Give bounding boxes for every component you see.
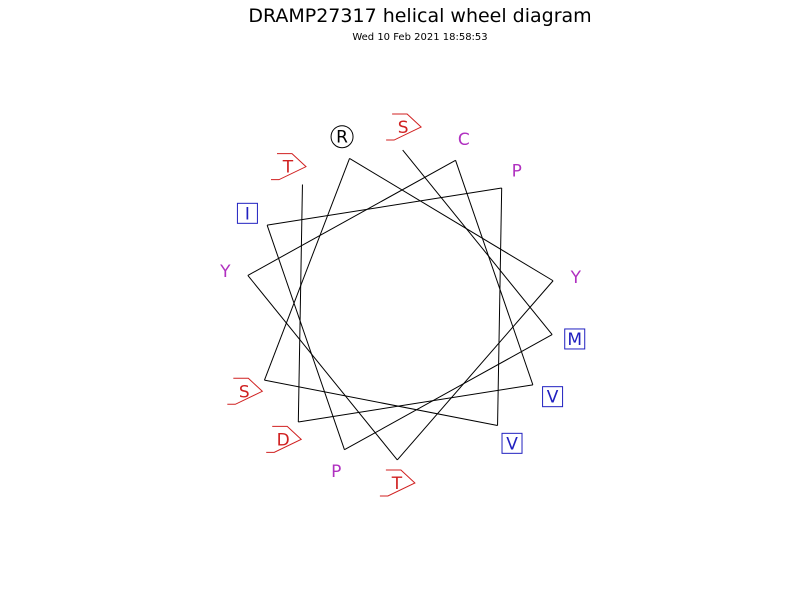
wheel-connector xyxy=(297,184,303,422)
wheel-connector xyxy=(349,158,554,282)
wheel-connector xyxy=(266,225,345,450)
residue-2: M xyxy=(564,328,586,350)
residue-label: V xyxy=(547,388,559,408)
wheel-connector xyxy=(298,384,533,423)
residue-label: V xyxy=(506,434,518,454)
residue-10: T xyxy=(379,469,416,497)
residue-square-marker xyxy=(501,432,523,454)
wheel-connector-lines xyxy=(247,149,554,461)
residue-11: Y xyxy=(219,262,231,282)
residue-label: Y xyxy=(219,262,231,282)
residue-label: D xyxy=(277,430,290,450)
residue-13: V xyxy=(542,386,564,408)
residue-label: P xyxy=(512,162,522,182)
residue-label: T xyxy=(282,158,294,178)
diagram-timestamp: Wed 10 Feb 2021 18:58:53 xyxy=(352,32,487,43)
residue-label: R xyxy=(336,128,348,148)
wheel-connector xyxy=(497,188,503,426)
diagram-title: DRAMP27317 helical wheel diagram xyxy=(248,5,591,27)
residue-8: R xyxy=(330,125,354,149)
residue-square-marker xyxy=(564,328,586,350)
residue-label: I xyxy=(245,204,250,224)
residue-pentagon-marker xyxy=(379,469,416,497)
residue-14: D xyxy=(266,425,303,453)
residue-label: T xyxy=(391,474,403,494)
residue-5: P xyxy=(512,162,522,182)
wheel-connector xyxy=(396,280,554,461)
residue-pentagon-marker xyxy=(270,153,307,181)
residue-3: P xyxy=(331,462,341,482)
residue-1: S xyxy=(386,113,422,141)
residue-pentagon-marker xyxy=(386,113,422,141)
residue-pentagon-marker xyxy=(266,425,303,453)
wheel-connector xyxy=(455,160,534,385)
residue-label: M xyxy=(567,330,582,350)
residue-label: S xyxy=(239,382,250,402)
residue-4: I xyxy=(236,202,258,224)
wheel-connector xyxy=(264,379,498,426)
wheel-connector xyxy=(344,334,553,451)
residue-6: V xyxy=(501,432,523,454)
residue-15: T xyxy=(270,153,307,181)
residue-square-marker xyxy=(236,202,258,224)
residue-pentagon-marker xyxy=(227,377,264,405)
residue-square-marker xyxy=(542,386,564,408)
wheel-residues: S M P I P V S R Y T Y C V D T xyxy=(219,113,586,497)
residue-label: S xyxy=(398,118,409,138)
wheel-connector xyxy=(402,149,553,335)
residue-9: Y xyxy=(570,268,582,288)
wheel-connector xyxy=(267,187,502,226)
residue-label: C xyxy=(458,130,470,150)
residue-label: Y xyxy=(570,268,582,288)
wheel-connector xyxy=(247,159,456,276)
residue-circle-marker xyxy=(330,125,354,149)
residue-12: C xyxy=(458,130,470,150)
wheel-connector xyxy=(247,275,398,461)
wheel-connector xyxy=(263,158,351,381)
residue-label: P xyxy=(331,462,341,482)
residue-7: S xyxy=(227,377,264,405)
